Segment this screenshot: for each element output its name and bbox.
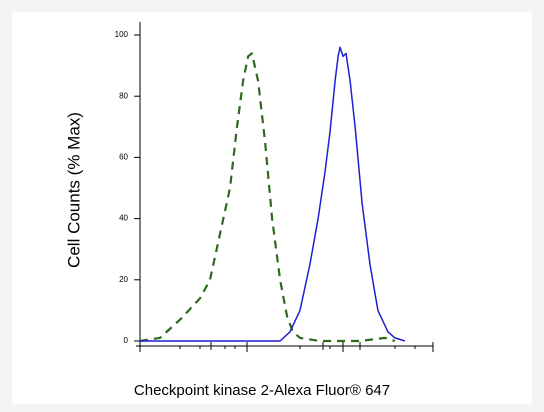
y-tick-label: 20 (119, 275, 128, 284)
x-axis-ticks (139, 342, 434, 352)
panel (12, 12, 532, 404)
y-tick-label: 40 (119, 214, 128, 223)
y-tick-label: 0 (124, 336, 129, 345)
series-line (139, 52, 396, 343)
y-tick-label: 100 (115, 30, 129, 39)
series-line (140, 46, 406, 342)
y-tick-label: 60 (119, 153, 128, 162)
y-axis-label: Cell Counts (% Max) (64, 112, 83, 268)
y-tick-label: 80 (119, 91, 128, 100)
x-axis-label: Checkpoint kinase 2-Alexa Fluor® 647 (134, 382, 390, 399)
